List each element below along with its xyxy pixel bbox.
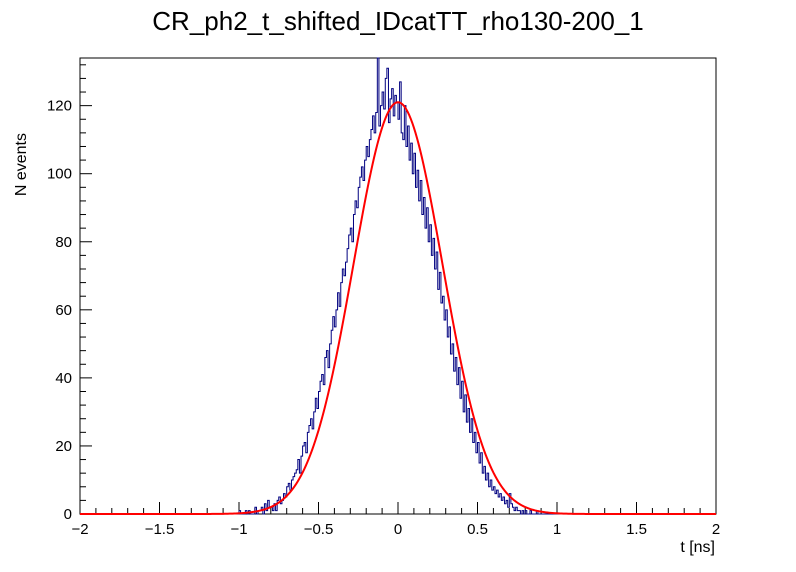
x-tick-label: 1 <box>553 521 561 538</box>
y-tick-label: 0 <box>64 506 72 523</box>
y-tick-label: 40 <box>55 370 72 387</box>
x-tick-label: −1.5 <box>145 521 175 538</box>
x-tick-label: 0 <box>394 521 402 538</box>
x-tick-label: −1 <box>230 521 247 538</box>
x-tick-label: 2 <box>712 521 720 538</box>
chart-title: CR_ph2_t_shifted_IDcatTT_rho130-200_1 <box>152 6 643 36</box>
plot-frame <box>79 57 717 515</box>
x-tick-label: −2 <box>71 521 88 538</box>
y-tick-label: 20 <box>55 438 72 455</box>
y-tick-label: 100 <box>47 166 72 183</box>
histogram-series <box>80 57 716 515</box>
y-tick-label: 80 <box>55 234 72 251</box>
x-tick-label: 0.5 <box>467 521 488 538</box>
x-tick-label: −0.5 <box>304 521 334 538</box>
y-tick-label: 60 <box>55 302 72 319</box>
y-axis-label: N events <box>13 133 30 196</box>
x-tick-label: 1.5 <box>626 521 647 538</box>
fit-curve <box>80 101 716 515</box>
x-axis-label: t [ns] <box>680 539 715 556</box>
y-tick-label: 120 <box>47 98 72 115</box>
